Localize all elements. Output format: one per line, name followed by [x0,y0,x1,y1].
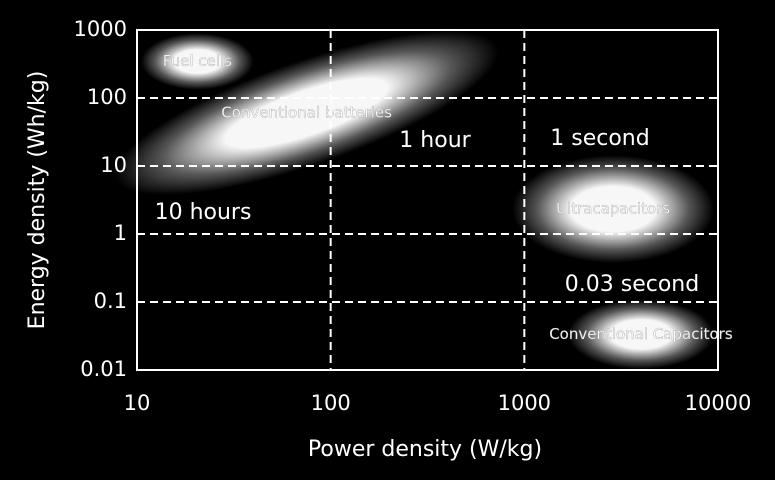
region [568,299,714,370]
x-tick-label: 100 [311,391,351,415]
y-tick-label: 1000 [74,17,127,41]
region [141,33,254,90]
annotation: 1 second [550,126,649,151]
y-tick-label: 10 [100,153,127,177]
annotation: 0.03 second [565,272,699,297]
region [114,31,499,196]
x-tick-label: 10000 [685,391,752,415]
region-label: Conventional Capacitors [549,325,733,343]
region-label: Fuel cells [163,52,232,70]
y-tick-label: 0.1 [94,289,127,313]
y-tick-label: 100 [87,85,127,109]
x-axis-title: Power density (W/kg) [308,437,542,462]
y-tick-label: 1 [114,221,127,245]
annotation: 10 hours [155,200,252,225]
y-axis-title: Energy density (Wh/kg) [25,71,50,330]
region-label: Conventional batteries [221,104,392,122]
plot-frame [136,29,719,371]
x-tick-label: 1000 [498,391,551,415]
x-tick-label: 10 [124,391,151,415]
annotation: 1 hour [399,128,471,153]
region-label: Ultracapacitors [556,200,670,218]
y-tick-label: 0.01 [80,357,127,381]
region [512,155,714,264]
